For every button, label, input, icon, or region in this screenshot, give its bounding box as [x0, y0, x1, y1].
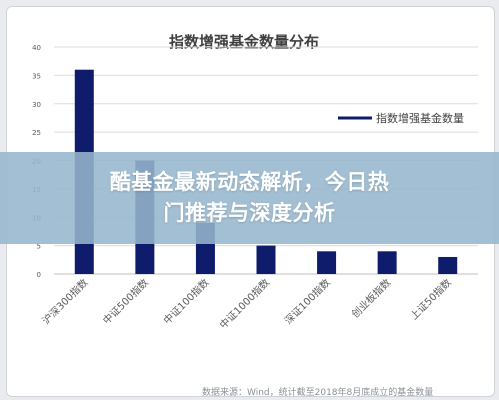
source-note: 数据来源：Wind，统计截至2018年8月底成立的基金数量: [202, 388, 434, 398]
headline-banner: 酷基金最新动态解析，今日热 门推荐与深度分析: [0, 152, 499, 244]
bar: [317, 251, 337, 274]
y-tick-label: 25: [32, 129, 41, 137]
y-tick-label: 35: [32, 72, 41, 80]
bar: [438, 256, 458, 274]
y-tick-label: 5: [37, 243, 41, 251]
x-tick-label: 上证50指数: [407, 276, 453, 322]
legend-label: 指数增强基金数量: [376, 111, 464, 125]
headline-line-1: 酷基金最新动态解析，今日热: [109, 170, 390, 194]
y-tick-label: 30: [32, 101, 41, 109]
y-tick-label: 40: [32, 44, 41, 52]
headline-line-2: 门推荐与深度分析: [163, 201, 336, 225]
x-tick-label: 深证100指数: [282, 276, 333, 327]
x-tick-label: 中证1000指数: [217, 276, 272, 331]
y-tick-label: 0: [37, 271, 41, 279]
x-axis-ticks: 沪深300指数 中证500指数 中证100指数 中证1000指数 深证100指数 创业板指…: [39, 276, 453, 331]
x-tick-label: 沪深300指数: [39, 276, 90, 327]
x-tick-label: 创业板指数: [349, 276, 394, 321]
legend: 指数增强基金数量: [338, 111, 464, 125]
x-tick-label: 中证100指数: [161, 276, 212, 327]
bar: [377, 251, 397, 274]
bar: [256, 245, 276, 274]
chart-title: 指数增强基金数量分布: [169, 33, 319, 51]
x-tick-label: 中证500指数: [100, 276, 151, 327]
